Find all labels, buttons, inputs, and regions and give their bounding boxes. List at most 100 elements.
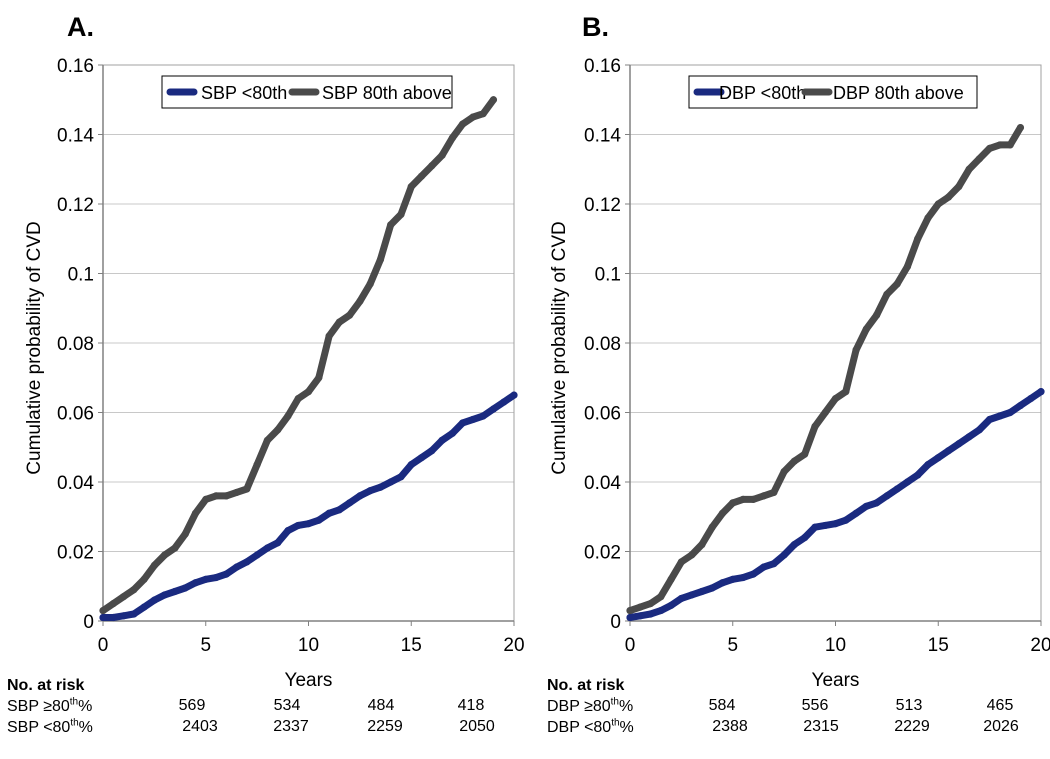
y-tick-label: 0.12 bbox=[584, 195, 621, 216]
y-tick-label: 0.12 bbox=[57, 195, 94, 216]
data-point bbox=[965, 433, 973, 441]
risk-value: 2403 bbox=[182, 718, 218, 735]
data-point bbox=[387, 478, 395, 486]
data-point bbox=[161, 551, 169, 559]
data-point bbox=[479, 412, 487, 420]
x-tick-label: 20 bbox=[503, 635, 524, 656]
data-point bbox=[729, 575, 737, 583]
chart-a-svg: A. 0 0.02 0.04 0.06 0.08 0.1 0.12 0.14 0.16 0 5 10 15… bbox=[24, 12, 525, 691]
data-point bbox=[356, 297, 364, 305]
risk-value: 484 bbox=[367, 697, 395, 714]
data-point bbox=[934, 200, 942, 208]
y-tick-label: 0 bbox=[610, 612, 621, 633]
data-point bbox=[842, 388, 850, 396]
y-tick-label: 0.08 bbox=[584, 334, 621, 355]
data-point bbox=[657, 606, 665, 615]
chart-panel-b: B. 0 0.02 0.04 0.06 0.08 0.1 0.12 0.14 0.16 0 5 10 15… bbox=[525, 0, 1050, 759]
data-point bbox=[346, 311, 354, 319]
data-point bbox=[479, 110, 487, 118]
data-point bbox=[801, 450, 809, 458]
data-point bbox=[903, 478, 912, 486]
risk-value: 2388 bbox=[712, 718, 748, 735]
data-point bbox=[130, 610, 138, 618]
data-point bbox=[232, 488, 241, 497]
data-point bbox=[459, 120, 467, 128]
data-point bbox=[489, 405, 498, 413]
data-point bbox=[469, 113, 477, 121]
risk-value: 2026 bbox=[983, 718, 1019, 735]
data-point bbox=[759, 563, 768, 571]
data-point bbox=[975, 426, 983, 434]
risk-value: 556 bbox=[801, 697, 829, 714]
data-point bbox=[274, 539, 282, 547]
data-point bbox=[667, 575, 675, 583]
data-point bbox=[770, 488, 778, 497]
data-point bbox=[986, 144, 994, 152]
data-point bbox=[883, 290, 891, 298]
risk-value: 569 bbox=[178, 697, 206, 714]
x-axis-title: Years bbox=[812, 670, 860, 691]
risk-value: 2050 bbox=[459, 718, 495, 735]
risk-row-label: DBP ≥80th% bbox=[547, 696, 634, 715]
data-point bbox=[171, 544, 179, 552]
data-point bbox=[821, 521, 829, 530]
data-point bbox=[759, 492, 768, 500]
data-point bbox=[646, 610, 655, 618]
data-point bbox=[955, 440, 963, 448]
x-tick-label: 5 bbox=[200, 635, 211, 656]
data-point bbox=[150, 596, 158, 604]
data-point bbox=[202, 575, 210, 583]
data-point bbox=[469, 415, 477, 424]
data-point bbox=[407, 183, 415, 191]
data-point bbox=[831, 520, 840, 528]
y-tick-label: 0.04 bbox=[584, 473, 621, 494]
data-point bbox=[996, 141, 1004, 149]
legend-entry-label: SBP <80th bbox=[201, 83, 287, 103]
data-point bbox=[862, 325, 870, 333]
data-point bbox=[119, 612, 128, 620]
data-point bbox=[366, 487, 374, 495]
data-point bbox=[646, 600, 655, 608]
data-point bbox=[626, 606, 634, 615]
data-point bbox=[397, 210, 405, 219]
data-point bbox=[636, 612, 644, 620]
data-point bbox=[130, 586, 138, 594]
y-tick-label: 0.16 bbox=[584, 56, 621, 77]
data-point bbox=[417, 454, 426, 462]
data-point bbox=[1027, 395, 1035, 403]
data-point bbox=[801, 534, 809, 542]
chart-panel-a: A. 0 0.02 0.04 0.06 0.08 0.1 0.12 0.14 0.16 0 5 10 15… bbox=[7, 12, 525, 736]
data-point bbox=[448, 429, 456, 437]
data-point bbox=[1037, 388, 1045, 396]
risk-value: 2229 bbox=[894, 718, 930, 735]
data-point bbox=[688, 551, 696, 559]
data-point bbox=[263, 436, 271, 444]
risk-value: 513 bbox=[895, 697, 923, 714]
data-point bbox=[677, 594, 685, 603]
risk-value: 2259 bbox=[367, 718, 403, 735]
data-point bbox=[893, 485, 901, 493]
data-point bbox=[944, 447, 953, 455]
data-point bbox=[181, 584, 189, 592]
data-point bbox=[852, 509, 860, 517]
data-point bbox=[335, 318, 343, 326]
data-point bbox=[448, 134, 456, 142]
data-point bbox=[376, 256, 385, 264]
data-point bbox=[284, 527, 292, 535]
data-point bbox=[893, 280, 901, 288]
series-line-below-80th bbox=[99, 391, 518, 621]
data-point bbox=[996, 412, 1004, 420]
data-point bbox=[489, 96, 498, 104]
data-point bbox=[397, 473, 405, 481]
data-point bbox=[698, 540, 706, 549]
data-point bbox=[212, 573, 220, 582]
data-point bbox=[366, 280, 374, 288]
y-tick-label: 0 bbox=[83, 612, 94, 633]
risk-value: 2315 bbox=[803, 718, 839, 735]
data-point bbox=[975, 155, 983, 163]
data-point bbox=[428, 162, 436, 170]
data-point bbox=[790, 540, 798, 549]
data-point bbox=[263, 544, 271, 552]
data-point bbox=[304, 388, 313, 396]
risk-row-label: SBP <80th% bbox=[7, 717, 93, 736]
